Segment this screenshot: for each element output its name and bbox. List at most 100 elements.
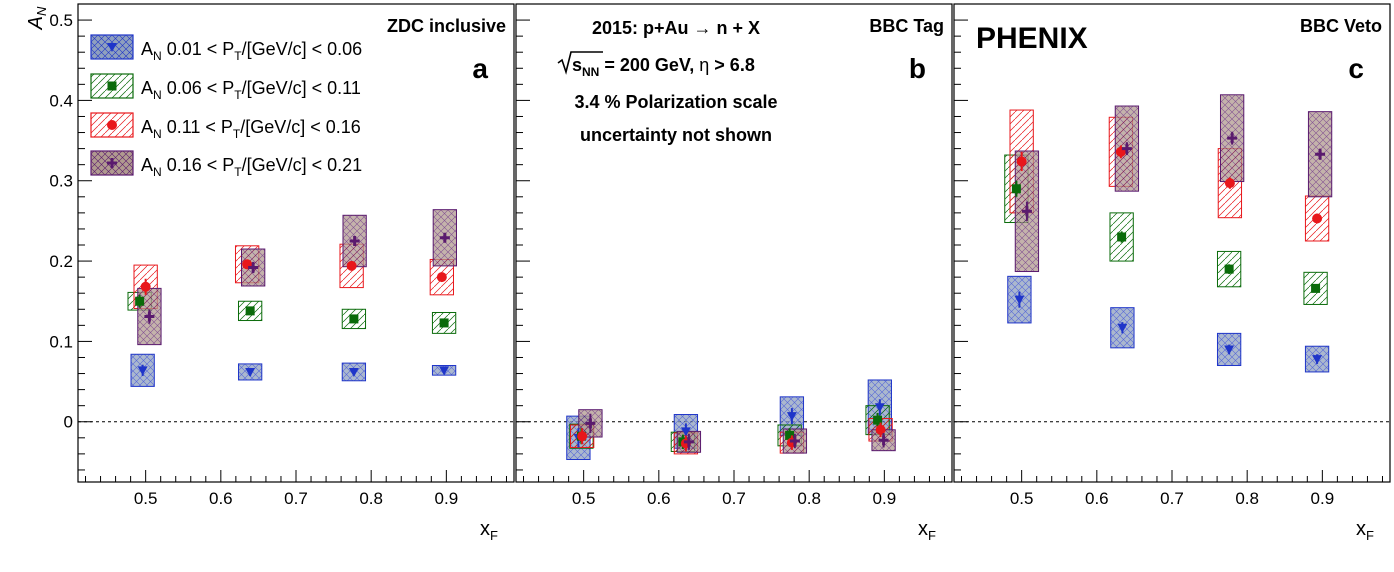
data-point-b-s4-p1 (585, 418, 596, 429)
x-tick-label-a: 0.8 (359, 489, 383, 508)
data-point-b-s1-p2 (680, 427, 691, 437)
legend-label-4: AN 0.16 < PT/[GeV/c] < 0.21 (141, 155, 362, 179)
data-point-a-s2-p2 (245, 306, 255, 316)
data-point-c-s3-p4 (1312, 213, 1323, 224)
legend-marker-1 (107, 43, 117, 52)
y-ticks-c (954, 19, 968, 471)
data-point-b-s3-p4 (875, 424, 886, 435)
legend-entry-1: AN 0.01 < PT/[GeV/c] < 0.06 (90, 34, 362, 63)
legend: AN 0.01 < PT/[GeV/c] < 0.06 AN 0.06 < PT… (90, 34, 362, 179)
panel-a: 0.5 0.6 0.7 0.8 0.9 0 0.1 0.2 0.3 0.4 0.5 ZDC inclu… (49, 11, 514, 508)
legend-marker-shape-1 (107, 43, 117, 52)
x-ticks-b: 0.5 0.6 0.7 0.8 0.9 (523, 470, 945, 508)
data-point-b-s1-p4 (874, 403, 885, 413)
x-tick-label-a: 0.7 (284, 489, 308, 508)
legend-label-1: AN 0.01 < PT/[GeV/c] < 0.06 (141, 39, 362, 63)
data-point-c-s4-p1 (1021, 206, 1032, 217)
data-point-a-s1-p1 (137, 366, 148, 376)
data-point-a-s1-p4 (439, 366, 450, 376)
y-tick-label: 0.2 (49, 252, 73, 271)
y-tick-label: 0 (64, 413, 73, 432)
legend-marker-shape-2 (107, 81, 117, 91)
legend-label-2: AN 0.06 < PT/[GeV/c] < 0.11 (141, 78, 361, 102)
data-point-a-s3-p4 (436, 272, 447, 283)
panel-c: 0.5 0.6 0.7 0.8 0.9 BBC Veto c (954, 16, 1390, 508)
data-point-a-s1-p2 (245, 367, 256, 377)
legend-marker-shape-4 (107, 158, 117, 168)
x-tick-label-c: 0.6 (1085, 489, 1109, 508)
legend-entry-2: AN 0.06 < PT/[GeV/c] < 0.11 (90, 73, 361, 102)
legend-marker-2 (107, 81, 117, 91)
data-point-b-s2-p4 (873, 415, 883, 425)
info-text-block: 2015: p+Au → n + X sNN = 200 GeV, η > 6.… (557, 18, 778, 145)
data-point-a-s3-p1 (140, 281, 151, 292)
x-tick-label-c: 0.7 (1160, 489, 1184, 508)
data-point-c-s3-p3 (1224, 178, 1235, 189)
x-tick-label-c: 0.5 (1010, 489, 1034, 508)
panel-letter-a: a (472, 53, 488, 84)
x-ticks-a: 0.5 0.6 0.7 0.8 0.9 (85, 470, 507, 508)
data-point-a-s4-p4 (439, 232, 450, 243)
x-tick-label-b: 0.8 (797, 489, 821, 508)
x-axis-label-c: xF (1356, 518, 1374, 543)
data-point-b-s4-p4 (878, 435, 889, 446)
legend-swatch-2 (90, 73, 134, 99)
x-ticks-c: 0.5 0.6 0.7 0.8 0.9 (961, 470, 1383, 508)
legend-marker-4 (107, 158, 117, 168)
legend-swatch-3 (90, 112, 134, 138)
info-line-4: uncertainty not shown (580, 125, 772, 145)
data-point-a-s4-p3 (349, 235, 360, 246)
data-point-a-s3-p3 (346, 260, 357, 271)
data-point-a-s1-p3 (348, 367, 359, 377)
y-tick-label: 0.4 (49, 91, 73, 110)
data-point-c-s2-p1 (1011, 184, 1021, 194)
info-line-3: 3.4 % Polarization scale (574, 92, 777, 112)
info-line-1: 2015: p+Au → n + X (592, 18, 760, 38)
data-point-c-s4-p3 (1227, 133, 1238, 144)
y-ticks-b (516, 19, 530, 471)
y-ticks-a: 0 0.1 0.2 0.3 0.4 0.5 (49, 11, 92, 471)
data-point-c-s1-p1 (1014, 295, 1025, 305)
x-tick-label-b: 0.9 (873, 489, 897, 508)
data-point-a-s2-p3 (349, 314, 359, 324)
panel-title-b: BBC Tag (869, 16, 944, 36)
svg-text:sNN = 200 GeV, η > 6.8: sNN = 200 GeV, η > 6.8 (572, 55, 755, 79)
data-point-c-s2-p3 (1224, 264, 1234, 274)
data-point-c-s1-p4 (1312, 355, 1323, 365)
y-tick-label: 0.3 (49, 172, 73, 191)
x-axis-label-b: xF (918, 518, 936, 543)
legend-entry-4: AN 0.16 < PT/[GeV/c] < 0.21 (90, 150, 362, 179)
panel-frames (77, 3, 1391, 483)
legend-marker-shape-3 (107, 120, 117, 130)
x-tick-label-b: 0.6 (647, 489, 671, 508)
data-point-c-s3-p1 (1016, 156, 1027, 167)
x-tick-label-c: 0.9 (1311, 489, 1335, 508)
x-tick-label-a: 0.5 (134, 489, 158, 508)
data-point-a-s2-p4 (439, 318, 449, 328)
data-point-c-s1-p2 (1117, 323, 1128, 333)
data-point-a-s2-p1 (135, 296, 145, 306)
data-point-a-s4-p1 (144, 311, 155, 322)
y-axis-label: AN (25, 6, 49, 30)
legend-entry-3: AN 0.11 < PT/[GeV/c] < 0.16 (90, 112, 361, 141)
info-line-2: sNN = 200 GeV, η > 6.8 (557, 51, 755, 79)
x-tick-label-a: 0.9 (435, 489, 459, 508)
data-point-c-s1-p3 (1224, 345, 1235, 355)
x-tick-label-c: 0.8 (1235, 489, 1259, 508)
data-point-a-s4-p2 (248, 262, 259, 273)
y-tick-label: 0.5 (49, 11, 73, 30)
legend-marker-3 (107, 120, 117, 130)
data-point-b-s3-p1 (577, 431, 588, 442)
data-point-b-s4-p2 (683, 436, 694, 447)
panel-letter-b: b (909, 53, 926, 84)
x-tick-label-b: 0.7 (722, 489, 746, 508)
experiment-label: PHENIX (976, 22, 1088, 55)
data-point-c-s2-p2 (1117, 232, 1127, 242)
data-point-c-s2-p4 (1311, 283, 1321, 293)
panel-letter-c: c (1348, 53, 1364, 84)
data-point-b-s2-p3 (785, 430, 795, 440)
panel-b: 0.5 0.6 0.7 0.8 0.9 BBC Tag b (516, 16, 952, 508)
y-tick-label: 0.1 (49, 332, 73, 351)
x-axis-label-a: xF (480, 518, 498, 543)
